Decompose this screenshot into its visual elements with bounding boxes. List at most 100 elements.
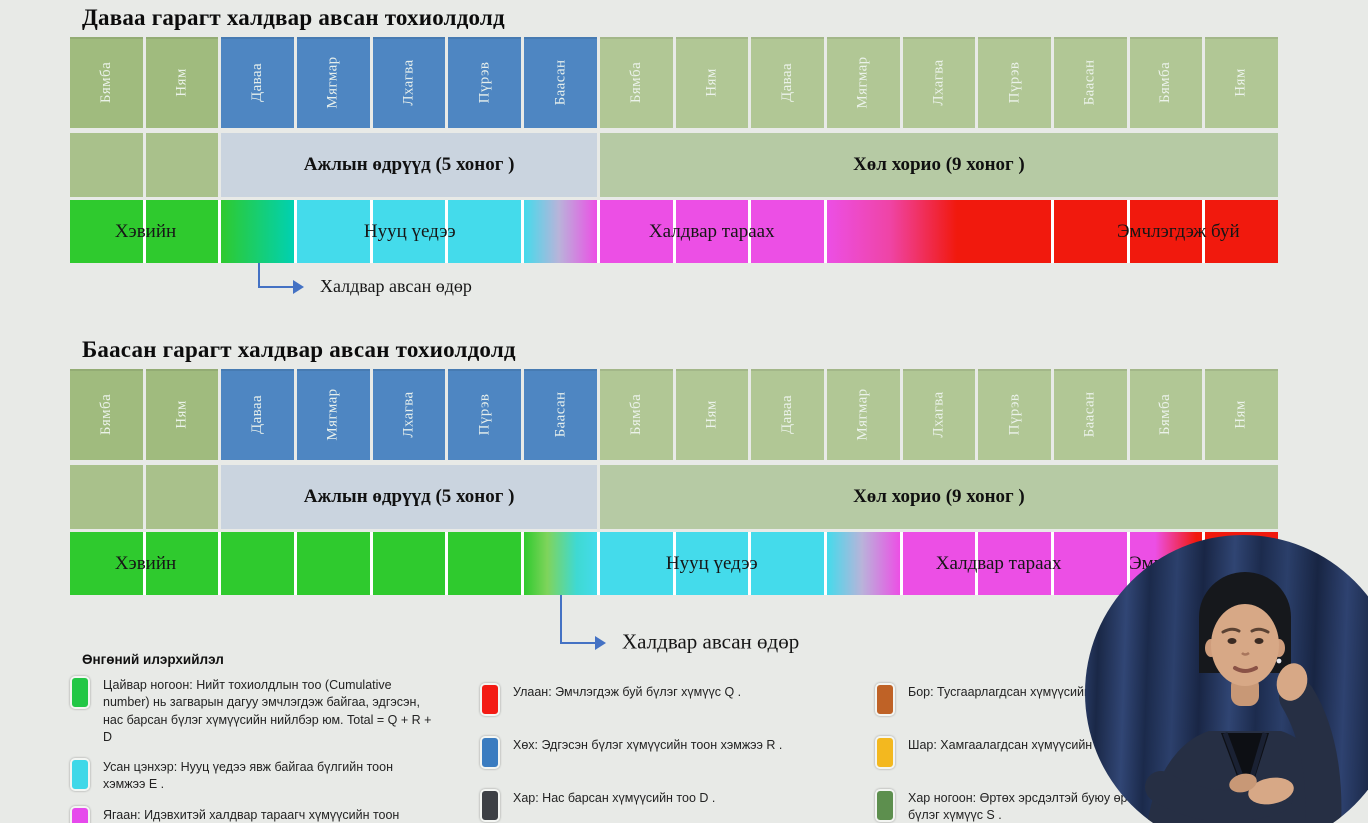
bar-segment bbox=[297, 532, 370, 595]
day-label: Ням bbox=[1233, 68, 1250, 97]
band-cell: Ажлын өдрүүд (5 хоног ) bbox=[221, 465, 597, 529]
bar-segment bbox=[751, 532, 824, 595]
legend-swatch bbox=[480, 789, 500, 822]
legend-swatch bbox=[70, 676, 90, 709]
legend-swatch bbox=[70, 805, 90, 823]
day-cell: Даваа bbox=[751, 369, 824, 460]
callout-label: Халдвар авсан өдөр bbox=[320, 275, 472, 296]
bar-segment bbox=[675, 532, 749, 595]
legend-swatch bbox=[875, 683, 895, 716]
day-cell: Мягмар bbox=[297, 37, 370, 128]
bar-segment bbox=[599, 200, 673, 263]
sign-language-interpreter-video bbox=[1085, 535, 1368, 823]
day-label: Мягмар bbox=[854, 388, 871, 441]
day-label: Мягмар bbox=[324, 56, 341, 109]
table-title: Баасан гарагт халдвар авсан тохиолдолд bbox=[82, 337, 516, 362]
day-cell: Лхагва bbox=[902, 37, 976, 128]
bar-segment bbox=[978, 532, 1051, 595]
bar-row bbox=[70, 200, 1278, 263]
legend-item-text: Хар: Нас барсан хүмүүсийн тоо D . bbox=[513, 791, 716, 805]
band-cell bbox=[70, 133, 143, 197]
day-label: Бямба bbox=[97, 61, 114, 104]
day-label: Даваа bbox=[249, 62, 266, 103]
day-label: Лхагва bbox=[930, 391, 947, 438]
bar-segment bbox=[145, 532, 219, 595]
legend-item: Хар: Нас барсан хүмүүсийн тоо D . bbox=[480, 789, 875, 822]
day-label: Пүрэв bbox=[1006, 61, 1023, 104]
bar-segment bbox=[524, 200, 597, 263]
days-row: Бямба Ням Даваа Мягмар Лхагва Пүрэв Баасан Бямб… bbox=[70, 37, 1278, 128]
day-label: Бямба bbox=[627, 393, 644, 436]
day-cell: Мягмар bbox=[297, 369, 370, 460]
day-cell: Пүрэв bbox=[978, 37, 1051, 128]
day-cell: Ням bbox=[1205, 37, 1278, 128]
legend-swatch bbox=[70, 758, 90, 791]
day-cell: Пүрэв bbox=[978, 369, 1051, 460]
day-cell: Ням bbox=[145, 37, 219, 128]
bar-segment bbox=[221, 532, 295, 595]
day-cell: Даваа bbox=[751, 37, 824, 128]
legend-column: Бор: Тусгаарлагдсан хүмүүсийн тоон Шар: Х… bbox=[875, 676, 1210, 823]
bar-segment bbox=[1205, 200, 1278, 263]
bar-segment bbox=[1053, 532, 1127, 595]
day-label: Пүрэв bbox=[1006, 393, 1023, 436]
days-row: Бямба Ням Даваа Мягмар Лхагва Пүрэв Баасан Бямб… bbox=[70, 369, 1278, 460]
legend-item: Хар ногоон: Өртөх эрсдэлтэй буюу өртөм бү… bbox=[875, 789, 1210, 823]
band-cell: Хөл хорио (9 хоног ) bbox=[599, 465, 1278, 529]
day-cell: Бямба bbox=[1129, 37, 1203, 128]
legend-swatch bbox=[875, 736, 895, 769]
interpreter-illustration bbox=[1085, 535, 1368, 823]
bar-segment bbox=[751, 200, 824, 263]
legend-heading: Өнгөний илэрхийлэл bbox=[82, 652, 224, 667]
day-cell: Ням bbox=[145, 369, 219, 460]
day-label: Баасан bbox=[1081, 59, 1098, 106]
day-cell: Баасан bbox=[524, 37, 597, 128]
legend-item: Шар: Хамгаалагдсан хүмүүсийн тоон х bbox=[875, 736, 1210, 769]
legend-item: Бор: Тусгаарлагдсан хүмүүсийн тоон bbox=[875, 683, 1210, 716]
bar-segment bbox=[524, 532, 597, 595]
day-label: Мягмар bbox=[324, 388, 341, 441]
band-row: Ажлын өдрүүд (5 хоног ) Хөл хорио (9 хоно… bbox=[70, 133, 1278, 197]
day-label: Ням bbox=[173, 68, 190, 97]
bar-segment bbox=[826, 200, 1051, 263]
legend-swatch bbox=[480, 736, 500, 769]
day-label: Баасан bbox=[1081, 391, 1098, 438]
day-label: Даваа bbox=[779, 62, 796, 103]
bar-segment bbox=[675, 200, 749, 263]
bar-segment bbox=[70, 200, 143, 263]
legend-item: Ягаан: Идэвхитэй халдвар тараагч хүмүүси… bbox=[70, 805, 480, 823]
legend-column: Улаан: Эмчлэгдэж буй бүлэг хүмүүс Q . Хөх… bbox=[480, 676, 875, 822]
day-cell: Ням bbox=[675, 37, 749, 128]
day-cell: Бямба bbox=[599, 369, 673, 460]
legend-item-text: Цайвар ногоон: Нийт тохиолдлын тоо (Cumu… bbox=[103, 678, 432, 744]
day-label: Ням bbox=[703, 400, 720, 429]
day-label: Ням bbox=[703, 68, 720, 97]
legend-item-text: Шар: Хамгаалагдсан хүмүүсийн тоон х bbox=[908, 738, 1132, 752]
callout-arrow-icon bbox=[560, 595, 606, 650]
day-label: Даваа bbox=[249, 394, 266, 435]
legend-item: Усан цэнхэр: Нууц үедээ явж байгаа бүлги… bbox=[70, 758, 480, 794]
day-cell: Бямба bbox=[1129, 369, 1203, 460]
day-label: Ням bbox=[173, 400, 190, 429]
day-cell: Мягмар bbox=[826, 369, 900, 460]
legend-item-text: Улаан: Эмчлэгдэж буй бүлэг хүмүүс Q . bbox=[513, 685, 742, 699]
day-cell: Мягмар bbox=[826, 37, 900, 128]
day-label: Баасан bbox=[551, 59, 568, 106]
band-cell: Ажлын өдрүүд (5 хоног ) bbox=[221, 133, 597, 197]
bar-segment bbox=[826, 532, 900, 595]
callout-arrow-icon bbox=[258, 263, 304, 294]
day-label: Бямба bbox=[1157, 61, 1174, 104]
legend-column: Цайвар ногоон: Нийт тохиолдлын тоо (Cumu… bbox=[70, 676, 480, 823]
day-label: Пүрэв bbox=[476, 393, 493, 436]
infection-day-callout: Халдвар авсан өдөр bbox=[258, 263, 472, 296]
bar-segment bbox=[372, 200, 446, 263]
legend-item: Цайвар ногоон: Нийт тохиолдлын тоо (Cumu… bbox=[70, 676, 480, 746]
table-title: Даваа гарагт халдвар авсан тохиолдолд bbox=[82, 5, 505, 30]
day-cell: Даваа bbox=[221, 369, 295, 460]
legend-item-text: Хөх: Эдгэсэн бүлэг хүмүүсийн тоон хэмжээ… bbox=[513, 738, 783, 752]
day-cell: Ням bbox=[675, 369, 749, 460]
band-cell: Хөл хорио (9 хоног ) bbox=[599, 133, 1278, 197]
